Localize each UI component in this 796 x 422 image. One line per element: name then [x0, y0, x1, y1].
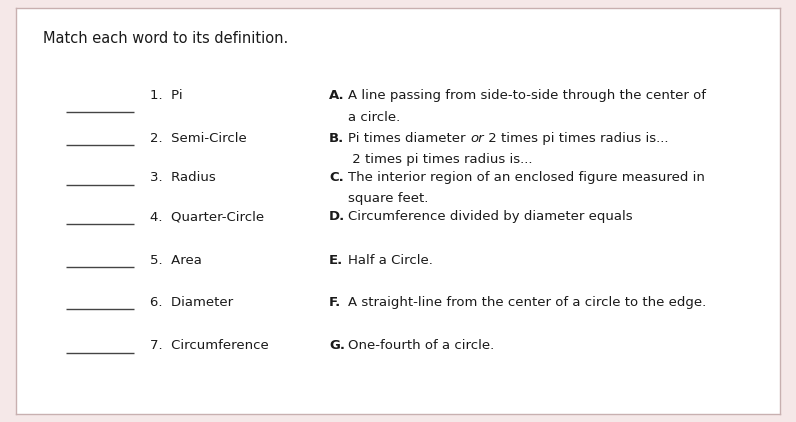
Text: a circle.: a circle.: [349, 111, 400, 124]
Text: F.: F.: [330, 296, 341, 309]
Text: Circumference divided by diameter equals: Circumference divided by diameter equals: [349, 210, 633, 223]
Text: 3.  Radius: 3. Radius: [150, 171, 216, 184]
Text: B.: B.: [330, 132, 345, 145]
Text: 2 times pi times radius is...: 2 times pi times radius is...: [349, 153, 533, 166]
Text: G.: G.: [330, 339, 345, 352]
Text: 2 times pi times radius is...: 2 times pi times radius is...: [484, 132, 668, 145]
Text: One-fourth of a circle.: One-fourth of a circle.: [349, 339, 494, 352]
Text: 7.  Circumference: 7. Circumference: [150, 339, 268, 352]
Text: A.: A.: [330, 89, 345, 103]
Text: 1.  Pi: 1. Pi: [150, 89, 182, 103]
Text: 6.  Diameter: 6. Diameter: [150, 296, 232, 309]
Text: 4.  Quarter-Circle: 4. Quarter-Circle: [150, 210, 263, 223]
Text: or: or: [470, 132, 484, 145]
Text: The interior region of an enclosed figure measured in: The interior region of an enclosed figur…: [349, 171, 705, 184]
Text: 5.  Area: 5. Area: [150, 254, 201, 267]
Text: D.: D.: [330, 210, 345, 223]
Text: Pi times diameter: Pi times diameter: [349, 132, 470, 145]
Text: square feet.: square feet.: [349, 192, 429, 206]
Text: C.: C.: [330, 171, 344, 184]
Text: A line passing from side-to-side through the center of: A line passing from side-to-side through…: [349, 89, 706, 103]
Text: 2.  Semi-Circle: 2. Semi-Circle: [150, 132, 247, 145]
Text: E.: E.: [330, 254, 344, 267]
Text: Match each word to its definition.: Match each word to its definition.: [43, 31, 288, 46]
Text: Half a Circle.: Half a Circle.: [349, 254, 433, 267]
Text: A straight-line from the center of a circle to the edge.: A straight-line from the center of a cir…: [349, 296, 707, 309]
